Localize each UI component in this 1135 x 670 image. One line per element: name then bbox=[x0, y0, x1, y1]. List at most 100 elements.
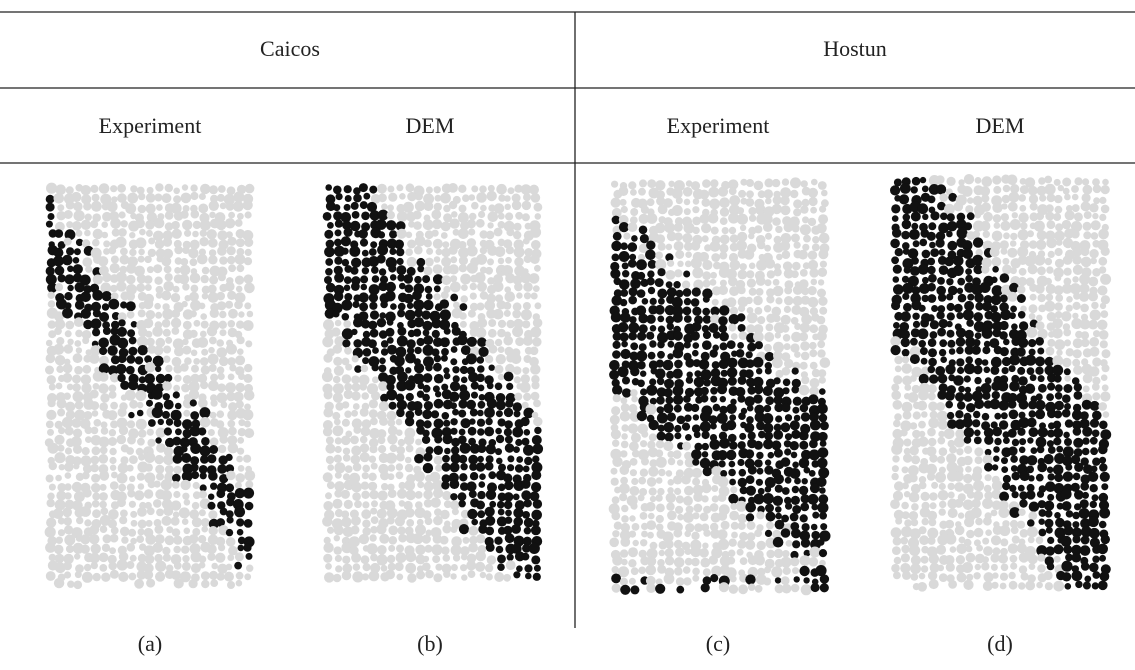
particle bbox=[505, 510, 512, 517]
particle bbox=[791, 528, 801, 538]
particle bbox=[369, 409, 378, 418]
particle bbox=[800, 503, 809, 512]
particle bbox=[469, 418, 475, 424]
particle bbox=[434, 355, 441, 362]
particle bbox=[477, 337, 487, 347]
particle bbox=[774, 377, 781, 384]
particle bbox=[646, 583, 656, 593]
particle bbox=[174, 347, 184, 357]
particle bbox=[929, 454, 937, 462]
particle bbox=[664, 222, 675, 233]
particle bbox=[1020, 529, 1029, 538]
particle bbox=[702, 179, 711, 188]
particle bbox=[498, 213, 505, 220]
particle bbox=[1054, 179, 1061, 186]
particle bbox=[949, 348, 956, 355]
particle bbox=[618, 322, 628, 332]
particle bbox=[191, 365, 199, 373]
particle bbox=[1008, 292, 1018, 302]
particle bbox=[895, 366, 902, 373]
particle bbox=[414, 246, 423, 255]
particle bbox=[609, 370, 619, 380]
particle bbox=[351, 391, 360, 400]
particle bbox=[219, 435, 228, 444]
particle bbox=[938, 293, 946, 301]
particle bbox=[134, 490, 144, 500]
particle bbox=[459, 455, 468, 464]
particle bbox=[405, 508, 415, 518]
particle bbox=[207, 544, 217, 554]
particle bbox=[181, 446, 188, 453]
particle bbox=[1073, 427, 1082, 436]
particle bbox=[475, 562, 485, 572]
particle bbox=[668, 341, 675, 348]
particle bbox=[153, 543, 163, 553]
particle bbox=[650, 325, 657, 332]
particle bbox=[245, 184, 255, 194]
particle bbox=[247, 311, 254, 318]
particle bbox=[237, 529, 244, 536]
particle bbox=[957, 278, 965, 286]
particle bbox=[476, 254, 487, 265]
particle bbox=[323, 354, 332, 363]
particle bbox=[1037, 463, 1047, 473]
particle bbox=[620, 549, 628, 557]
particle bbox=[101, 427, 109, 435]
particle bbox=[656, 477, 663, 484]
particle bbox=[460, 321, 467, 328]
particle bbox=[971, 499, 980, 508]
particle bbox=[216, 292, 225, 301]
particle bbox=[927, 232, 936, 241]
particle bbox=[368, 339, 377, 348]
particle bbox=[218, 445, 226, 453]
particle bbox=[360, 452, 370, 462]
particle bbox=[656, 504, 665, 513]
particle bbox=[369, 293, 378, 302]
particle bbox=[1063, 545, 1072, 554]
particle bbox=[790, 177, 801, 188]
particle bbox=[931, 482, 938, 489]
particle bbox=[1101, 247, 1110, 256]
particle bbox=[371, 391, 380, 400]
particle bbox=[459, 473, 467, 481]
particle bbox=[48, 399, 56, 407]
particle bbox=[450, 381, 460, 391]
particle bbox=[919, 431, 925, 437]
particle bbox=[351, 329, 357, 335]
particle bbox=[127, 436, 136, 445]
particle bbox=[956, 328, 966, 338]
particle bbox=[1029, 563, 1036, 570]
particle bbox=[82, 447, 90, 455]
particle bbox=[718, 476, 729, 487]
particle bbox=[672, 188, 683, 199]
particle bbox=[172, 528, 181, 537]
particle bbox=[800, 404, 809, 413]
particle bbox=[530, 254, 540, 264]
particle bbox=[144, 355, 152, 363]
particle bbox=[619, 493, 627, 501]
particle bbox=[451, 564, 458, 571]
particle bbox=[612, 457, 622, 467]
particle bbox=[693, 414, 699, 420]
particle bbox=[699, 359, 710, 370]
particle bbox=[939, 249, 946, 256]
particle bbox=[890, 185, 900, 195]
particle bbox=[505, 257, 512, 264]
particle bbox=[909, 446, 919, 456]
particle bbox=[1011, 323, 1018, 330]
particle bbox=[398, 534, 407, 543]
particle bbox=[417, 258, 426, 267]
particle bbox=[718, 285, 728, 295]
particle bbox=[754, 529, 762, 537]
particle bbox=[73, 445, 82, 454]
particle bbox=[242, 409, 253, 420]
particle bbox=[1036, 474, 1044, 482]
particle bbox=[415, 236, 426, 247]
particle bbox=[648, 466, 658, 476]
particle bbox=[775, 332, 781, 338]
particle bbox=[524, 499, 532, 507]
particle bbox=[1048, 473, 1055, 480]
particle bbox=[73, 429, 82, 438]
particle bbox=[772, 357, 783, 368]
particle bbox=[1039, 529, 1047, 537]
